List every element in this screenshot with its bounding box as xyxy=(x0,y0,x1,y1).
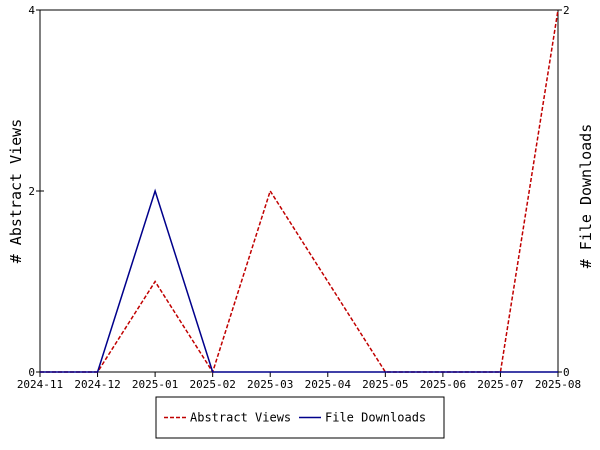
series-line-2 xyxy=(40,188,558,373)
y-right-tick-label: 0 xyxy=(563,366,570,379)
x-tick-label: 2025-06 xyxy=(420,378,466,391)
x-tick-label: 2025-02 xyxy=(189,378,235,391)
x-tick-label: 2025-07 xyxy=(477,378,523,391)
x-tick-label: 2025-01 xyxy=(132,378,178,391)
plot-area: 2024-11 2024-12 2025-01 2025-02 2025-03 2025-… xyxy=(17,4,581,391)
series-line-1 xyxy=(40,9,559,374)
x-tick-label: 2025-03 xyxy=(247,378,293,391)
x-tick-label: 2024-11 xyxy=(17,378,63,391)
plot-frame xyxy=(39,9,559,373)
legend-label-1: Abstract Views xyxy=(190,411,291,425)
y-left-tick-label: 0 xyxy=(28,366,35,379)
x-tick-label: 2025-05 xyxy=(362,378,408,391)
x-tick-label: 2024-12 xyxy=(74,378,120,391)
y-axis-right-title: # File Downloads xyxy=(577,124,595,269)
legend-label-2: File Downloads xyxy=(325,411,426,425)
legend: Abstract Views File Downloads xyxy=(155,396,445,439)
y-left-tick-label: 4 xyxy=(28,4,35,17)
y-left-tick-label: 2 xyxy=(28,185,35,198)
y-right-tick-label: 2 xyxy=(563,4,570,17)
x-tick-label: 2025-04 xyxy=(305,378,352,391)
x-tick-label: 2025-08 xyxy=(535,378,581,391)
y-axis-left-title: # Abstract Views xyxy=(7,119,25,264)
